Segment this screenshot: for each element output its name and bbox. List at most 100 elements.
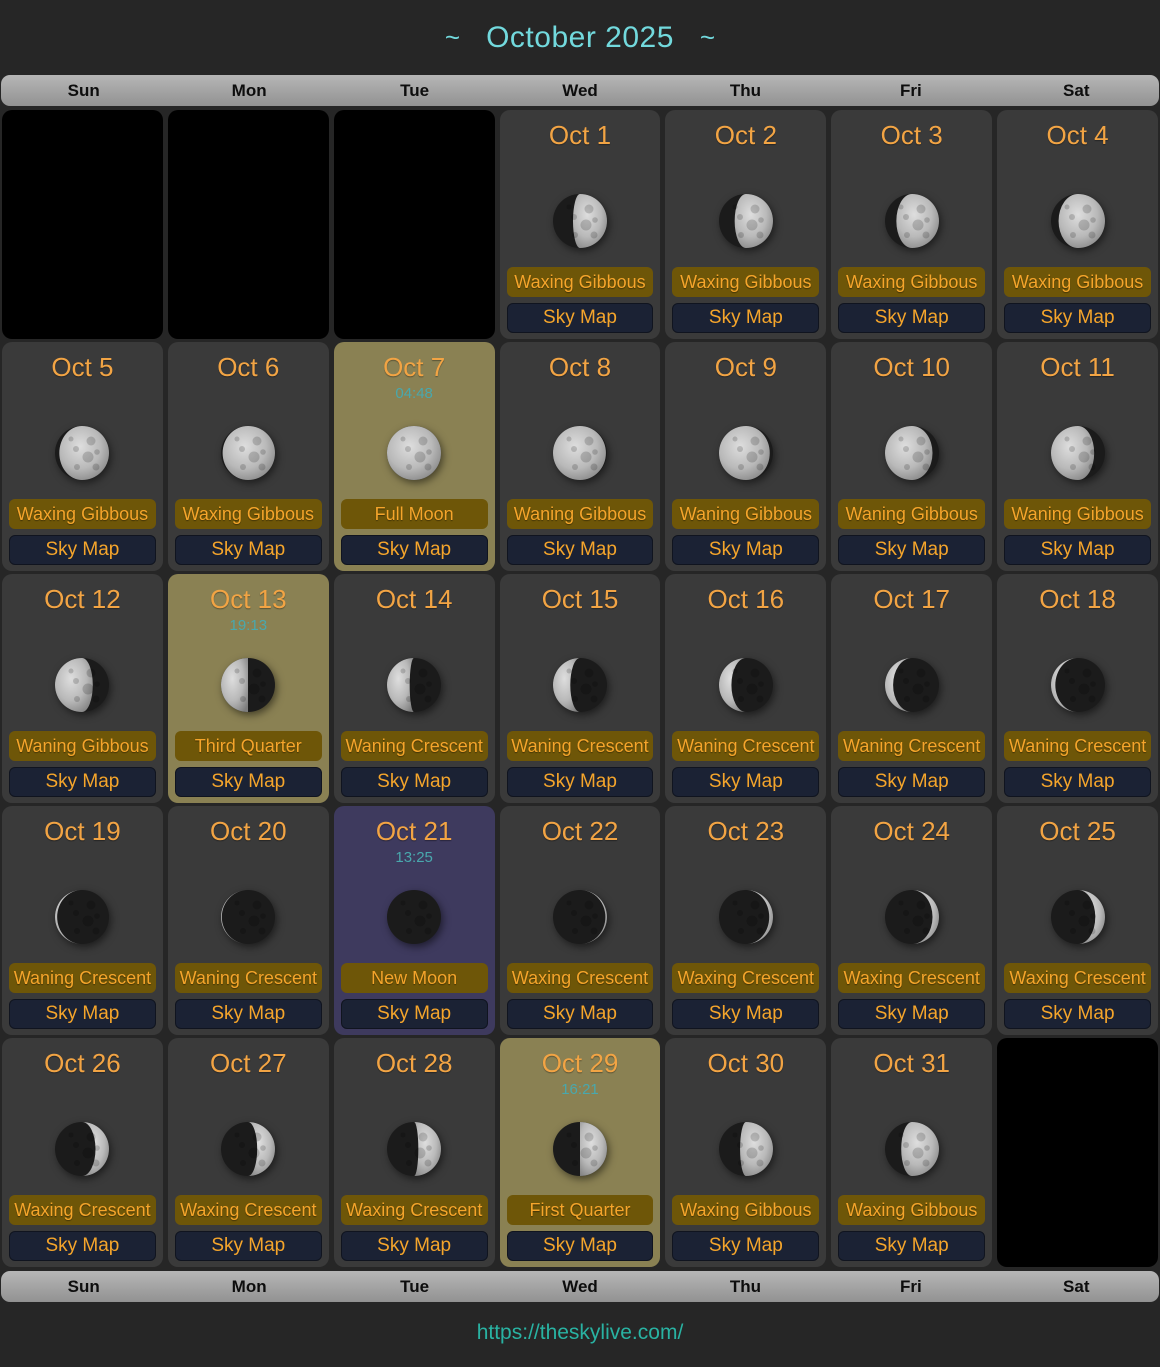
phase-button[interactable]: Waning Crescent: [672, 731, 820, 761]
day-cell: Oct 5 Waxing Gibbous Sky Map: [2, 342, 163, 571]
date-label: Oct 27: [209, 1048, 287, 1078]
date-label: Oct 3: [880, 120, 943, 150]
phase-button[interactable]: Waxing Gibbous: [838, 1195, 986, 1225]
sky-map-button[interactable]: Sky Map: [506, 999, 654, 1029]
phase-button[interactable]: Waning Crescent: [174, 963, 322, 993]
phase-button[interactable]: Waxing Crescent: [9, 1195, 156, 1225]
sky-map-button[interactable]: Sky Map: [838, 1231, 986, 1261]
moon-image: [341, 638, 488, 731]
sky-map-button[interactable]: Sky Map: [1004, 303, 1151, 333]
phase-button[interactable]: Waxing Gibbous: [672, 267, 820, 297]
sky-map-button[interactable]: Sky Map: [9, 999, 156, 1029]
phase-button[interactable]: First Quarter: [506, 1195, 654, 1225]
day-cell: Oct 23 Waxing Crescent Sky Map: [665, 806, 827, 1035]
day-cell: Oct 28 Waxing Crescent Sky Map: [333, 1038, 495, 1267]
sky-map-button[interactable]: Sky Map: [838, 999, 986, 1029]
phase-button[interactable]: Waning Crescent: [838, 731, 986, 761]
phase-button[interactable]: Waxing Gibbous: [174, 499, 322, 529]
sky-map-button[interactable]: Sky Map: [174, 999, 322, 1029]
sky-map-button[interactable]: Sky Map: [174, 1231, 322, 1261]
sky-map-button[interactable]: Sky Map: [174, 767, 322, 797]
day-cell: Oct 16 Waning Crescent Sky Map: [665, 574, 827, 803]
phase-button[interactable]: Waxing Crescent: [506, 963, 654, 993]
moon-image: [507, 1102, 654, 1195]
sky-map-button[interactable]: Sky Map: [506, 1231, 654, 1261]
weekday-label: Tue: [400, 1276, 430, 1296]
day-cell: Oct 12 Waning Gibbous Sky Map: [2, 574, 163, 803]
moon-image: [341, 1102, 488, 1195]
empty-cell: [2, 110, 163, 339]
phase-button[interactable]: Waxing Gibbous: [9, 499, 156, 529]
moon-image: [672, 870, 819, 963]
sky-map-button[interactable]: Sky Map: [672, 535, 820, 565]
phase-button[interactable]: Third Quarter: [174, 731, 322, 761]
phase-button[interactable]: Waxing Crescent: [1004, 963, 1151, 993]
phase-button[interactable]: Full Moon: [340, 499, 488, 529]
date-label: Oct 24: [873, 816, 950, 846]
phase-button[interactable]: Waxing Crescent: [340, 1195, 488, 1225]
sky-map-button[interactable]: Sky Map: [1004, 999, 1151, 1029]
sky-map-button[interactable]: Sky Map: [838, 535, 986, 565]
event-time: 13:25: [395, 849, 433, 866]
date-label: Oct 21: [375, 816, 453, 846]
phase-button[interactable]: Waning Crescent: [1004, 731, 1151, 761]
phase-button[interactable]: Waning Gibbous: [1004, 499, 1151, 529]
sky-map-button[interactable]: Sky Map: [1004, 535, 1151, 565]
phase-button[interactable]: Waning Gibbous: [506, 499, 654, 529]
phase-button[interactable]: Waxing Crescent: [838, 963, 986, 993]
sky-map-button[interactable]: Sky Map: [506, 767, 654, 797]
phase-button[interactable]: Waxing Gibbous: [838, 267, 986, 297]
sky-map-button[interactable]: Sky Map: [1004, 767, 1151, 797]
date-label: Oct 23: [707, 816, 785, 846]
footer: https://theskylive.com/: [0, 1302, 1160, 1364]
phase-button[interactable]: Waning Gibbous: [672, 499, 820, 529]
day-cell: Oct 4 Waxing Gibbous Sky Map: [997, 110, 1158, 339]
phase-button[interactable]: Waxing Gibbous: [672, 1195, 820, 1225]
sky-map-button[interactable]: Sky Map: [9, 1231, 156, 1261]
moon-image: [175, 1102, 322, 1195]
sky-map-button[interactable]: Sky Map: [340, 999, 488, 1029]
sky-map-button[interactable]: Sky Map: [9, 767, 156, 797]
site-link[interactable]: https://theskylive.com/: [476, 1321, 684, 1344]
sky-map-button[interactable]: Sky Map: [340, 767, 488, 797]
sky-map-button[interactable]: Sky Map: [9, 535, 156, 565]
day-cell: Oct 3 Waxing Gibbous Sky Map: [831, 110, 993, 339]
moon-image: [507, 638, 654, 731]
phase-button[interactable]: Waxing Crescent: [672, 963, 820, 993]
sky-map-button[interactable]: Sky Map: [506, 303, 654, 333]
sky-map-button[interactable]: Sky Map: [340, 535, 488, 565]
weekday-label: Wed: [562, 80, 598, 100]
sky-map-button[interactable]: Sky Map: [672, 1231, 820, 1261]
date-label: Oct 30: [707, 1048, 785, 1078]
sky-map-button[interactable]: Sky Map: [672, 303, 820, 333]
day-cell: Oct 15 Waning Crescent Sky Map: [499, 574, 661, 803]
event-time: 19:13: [229, 617, 268, 634]
weekday-header-bar: Sun Mon Tue Wed Thu Fri Sat: [1, 75, 1159, 106]
date-label: Oct 6: [217, 352, 280, 382]
phase-button[interactable]: Waning Crescent: [506, 731, 654, 761]
day-cell: Oct 1 Waxing Gibbous Sky Map: [499, 110, 661, 339]
page-title: ~ October 2025 ~: [0, 0, 1160, 75]
sky-map-button[interactable]: Sky Map: [672, 999, 820, 1029]
sky-map-button[interactable]: Sky Map: [340, 1231, 488, 1261]
moon-image: [838, 406, 985, 499]
phase-button[interactable]: Waning Gibbous: [838, 499, 986, 529]
phase-button[interactable]: Waning Crescent: [9, 963, 156, 993]
phase-button[interactable]: Waxing Gibbous: [506, 267, 654, 297]
sky-map-button[interactable]: Sky Map: [506, 535, 654, 565]
day-cell: Oct 14 Waning Crescent Sky Map: [333, 574, 495, 803]
phase-button[interactable]: New Moon: [340, 963, 488, 993]
phase-button[interactable]: Waxing Gibbous: [1004, 267, 1151, 297]
phase-button[interactable]: Waxing Crescent: [174, 1195, 322, 1225]
phase-button[interactable]: Waning Gibbous: [9, 731, 156, 761]
sky-map-button[interactable]: Sky Map: [838, 767, 986, 797]
sky-map-button[interactable]: Sky Map: [838, 303, 986, 333]
date-label: Oct 12: [44, 584, 121, 614]
sky-map-button[interactable]: Sky Map: [174, 535, 322, 565]
moon-image: [175, 638, 322, 731]
empty-cell: [997, 1038, 1158, 1267]
sky-map-button[interactable]: Sky Map: [672, 767, 820, 797]
moon-image: [672, 174, 819, 267]
phase-button[interactable]: Waning Crescent: [340, 731, 488, 761]
date-label: Oct 13: [209, 584, 287, 614]
